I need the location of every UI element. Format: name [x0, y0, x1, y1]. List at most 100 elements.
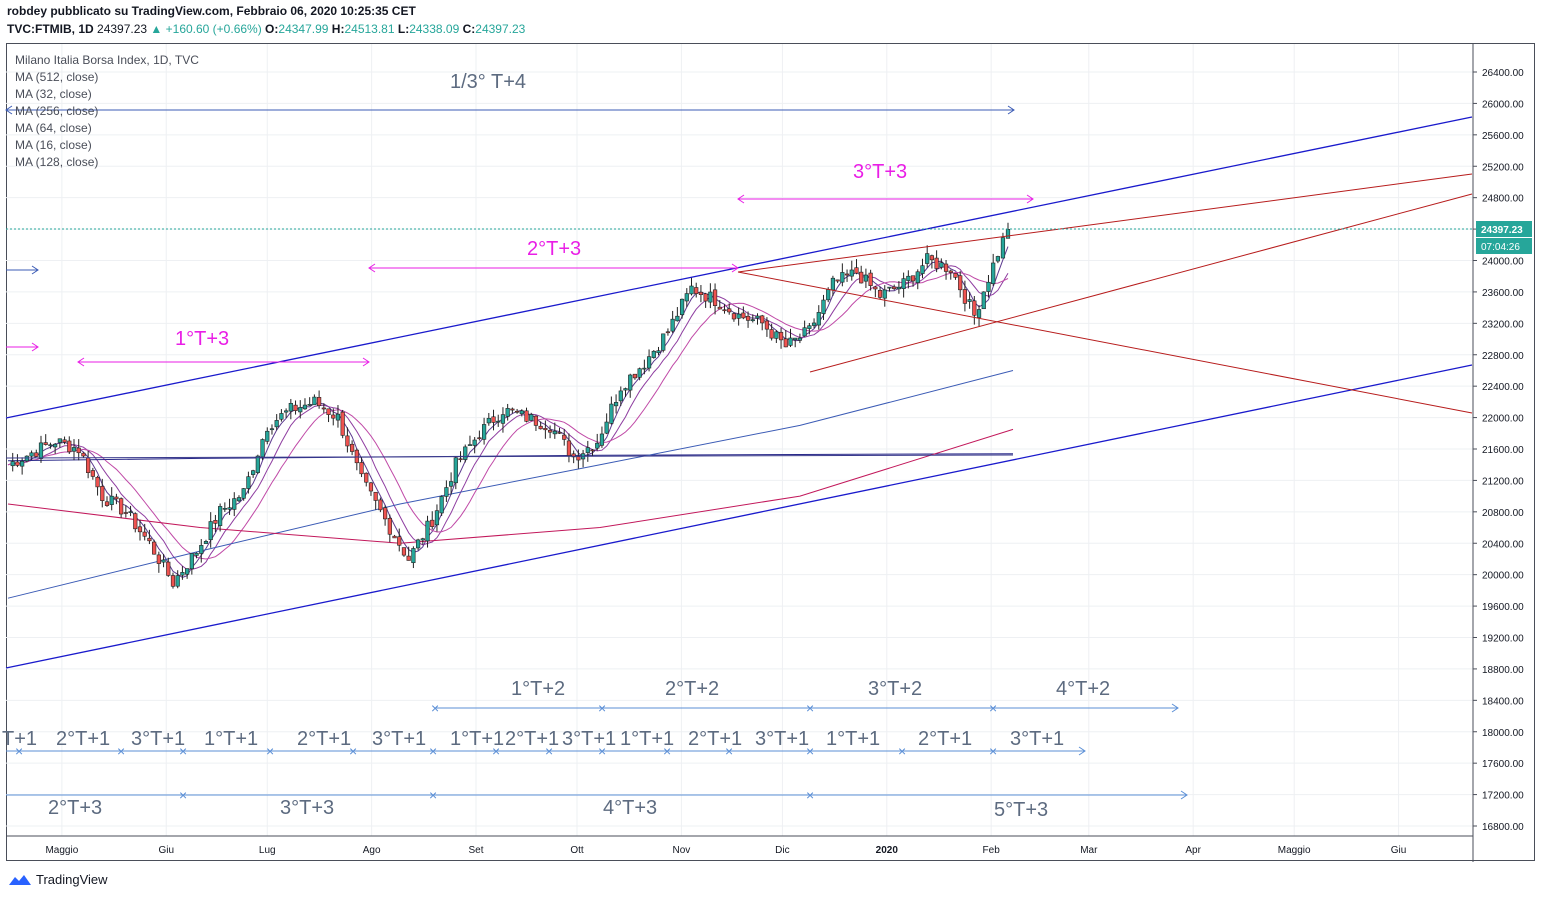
- last-price: 24397.23: [97, 22, 148, 36]
- candle-body: [807, 325, 812, 329]
- candle-body: [246, 476, 251, 489]
- ma-legend-item[interactable]: MA (256, close): [15, 104, 99, 118]
- candle-body: [562, 434, 567, 440]
- candle-body: [15, 461, 20, 466]
- candle-body: [472, 439, 477, 446]
- low-value: 24338.09: [409, 22, 460, 36]
- high-value: 24513.81: [344, 22, 395, 36]
- candle-body: [401, 547, 407, 556]
- candle-body: [298, 407, 303, 413]
- candle-body: [538, 425, 543, 430]
- x-tick-label: Maggio: [45, 845, 78, 856]
- cycle-arrow-2t3-tail: [368, 263, 376, 273]
- annotation-label: 2°T+1: [56, 728, 110, 750]
- candle-body: [679, 298, 685, 315]
- y-tick-label: 21600.00: [1482, 445, 1524, 456]
- candle-body: [496, 420, 501, 423]
- candle-body: [599, 433, 605, 446]
- y-tick-label: 20400.00: [1482, 539, 1524, 550]
- x-tick-label: Dic: [775, 845, 789, 856]
- candle-body: [307, 404, 312, 406]
- annotation-label: 4°T+2: [1056, 678, 1110, 700]
- arrow-stub-head: [31, 342, 39, 352]
- y-tick-label: 26400.00: [1482, 68, 1524, 79]
- candle-body: [368, 482, 374, 492]
- candle-body: [284, 410, 289, 413]
- candle-body: [939, 262, 944, 268]
- candle-body: [976, 309, 982, 318]
- candle-body: [774, 331, 779, 339]
- candle-body: [34, 452, 39, 457]
- y-tick-label: 18800.00: [1482, 665, 1524, 676]
- candle-body: [986, 281, 991, 292]
- candle-body: [260, 439, 265, 458]
- candle-body: [288, 402, 293, 412]
- candle-body: [637, 368, 642, 378]
- arrow-stub-head: [31, 265, 39, 275]
- y-tick-label: 17200.00: [1482, 791, 1524, 802]
- annotation-label: 4°T+3: [603, 797, 657, 819]
- cycle-arrow-2t3-head: [731, 263, 739, 273]
- candle-body: [170, 575, 176, 587]
- candle-body: [236, 497, 242, 502]
- annotation-label: 1°T+3: [175, 328, 229, 350]
- candle-body: [519, 410, 524, 415]
- ma-legend-item[interactable]: MA (32, close): [15, 87, 92, 101]
- candle-body: [364, 472, 369, 483]
- x-tick-label: Lug: [259, 845, 276, 856]
- candle-body: [293, 404, 298, 411]
- ma-legend-item[interactable]: MA (128, close): [15, 155, 99, 169]
- candle-body: [703, 293, 708, 302]
- candle-body: [10, 461, 15, 467]
- candle-body: [816, 312, 821, 326]
- candle-body: [788, 337, 793, 346]
- x-tick-label: Nov: [673, 845, 691, 856]
- candle-body: [463, 446, 468, 460]
- candle-body: [609, 403, 614, 424]
- chart-grid: [6, 44, 1473, 836]
- ma-legend-item[interactable]: MA (512, close): [15, 70, 99, 84]
- x-tick-label: Maggio: [1278, 845, 1311, 856]
- tradingview-footer[interactable]: TradingView: [8, 872, 108, 887]
- ma64-line: [7, 271, 1009, 560]
- y-tick-label: 25200.00: [1482, 162, 1524, 173]
- wedge-top-line: [737, 173, 1473, 273]
- annotation-label: 3°T+1: [562, 728, 616, 750]
- candle-body: [123, 512, 128, 514]
- y-tick-label: 19600.00: [1482, 602, 1524, 613]
- candle-body: [981, 291, 986, 310]
- wedge-down-line: [737, 271, 1473, 414]
- candle-body: [896, 286, 902, 290]
- candle-body: [552, 430, 557, 435]
- ma-legend-item[interactable]: MA (16, close): [15, 138, 92, 152]
- chart-frame[interactable]: [6, 43, 1535, 861]
- y-tick-label: 25600.00: [1482, 131, 1524, 142]
- t1-marker: ×: [349, 743, 357, 759]
- candle-body: [467, 444, 473, 446]
- candle-body: [81, 452, 86, 457]
- candle-body: [755, 315, 760, 319]
- candle-body: [665, 331, 671, 334]
- candle-body: [274, 420, 279, 428]
- candle-body: [661, 333, 666, 351]
- candle-body: [302, 404, 308, 410]
- candle-body: [651, 350, 656, 358]
- t1-marker: ×: [492, 743, 500, 759]
- wedge-bottom-line: [809, 193, 1473, 373]
- ma-legend-item[interactable]: MA (64, close): [15, 121, 92, 135]
- series-title: Milano Italia Borsa Index, 1D, TVC: [15, 53, 199, 67]
- x-tick-label: Giu: [158, 845, 174, 856]
- annotation-label: 3°T+2: [868, 678, 922, 700]
- candle-body: [962, 289, 968, 304]
- annotation-label: 1°T+1: [620, 728, 674, 750]
- channel-upper-line: [5, 116, 1473, 419]
- candle-body: [43, 442, 48, 445]
- y-tick-label: 22000.00: [1482, 414, 1524, 425]
- candle-body: [104, 501, 110, 506]
- candle-body: [873, 286, 878, 290]
- candle-body: [859, 271, 864, 284]
- candle-body: [948, 270, 953, 273]
- candle-body: [345, 435, 350, 447]
- candle-body: [180, 572, 185, 576]
